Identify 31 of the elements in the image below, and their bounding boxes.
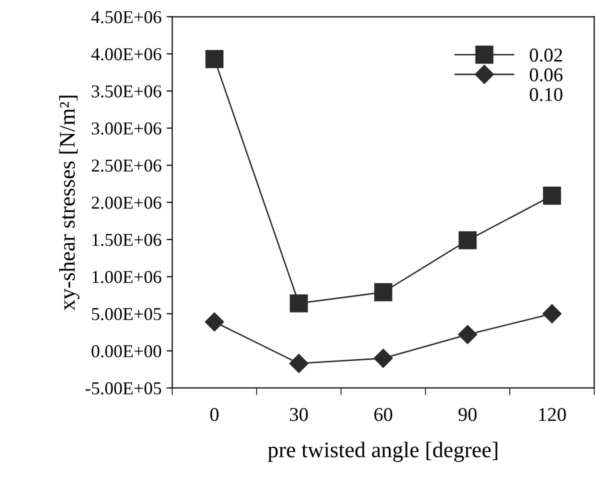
y-tick-label: 1.50E+06 [92,234,162,246]
point [289,354,308,374]
point [542,304,562,324]
legend-label: 0.06 [530,68,563,82]
y-tick-label: 3.50E+06 [92,85,162,98]
y-tick-label: 2.50E+06 [92,160,162,172]
y-tick-label: 4.00E+06 [91,48,162,60]
x-tick-label: 120 [539,408,566,422]
point [458,325,478,344]
x-tick-label: 60 [374,408,392,422]
point [374,348,393,368]
x-tick-label: 90 [458,408,477,422]
point [542,186,562,205]
y-tick-label: -5.00E+05 [86,382,162,395]
text: 0.10 [530,88,562,102]
y-tick-label: 1.00E+06 [92,270,162,284]
y-tick-label: 0.00E+00 [92,345,162,358]
point [458,231,477,250]
point [205,50,224,68]
x-tick-label: 0 [210,408,219,422]
y-tick-label: 5.00E+05 [92,308,162,320]
y-axis-title: xy-shear stresses [N/m²] [59,96,80,310]
point [290,294,308,312]
point [374,283,392,302]
point [204,312,224,332]
y-tick-label: 4.50E+06 [91,11,162,24]
x-axis-title: pre twisted angle [degree] [268,442,498,462]
legend-label: 0.02 [530,48,562,62]
x-tick-label: 30 [290,408,308,422]
y-tick-label: 2.00E+06 [92,196,162,209]
y-tick-label: 3.00E+06 [92,122,162,135]
